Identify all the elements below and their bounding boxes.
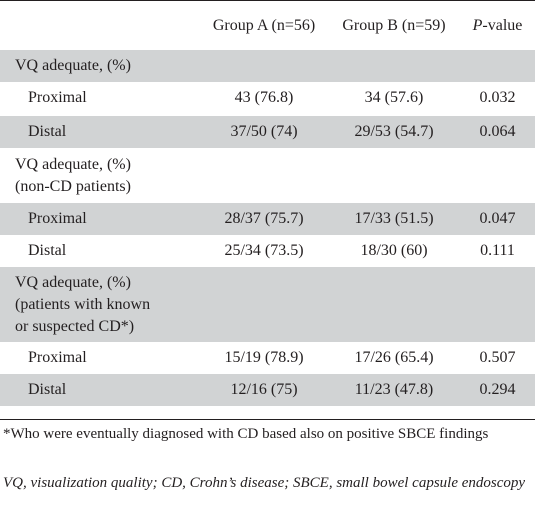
header-p-value: P-value (460, 1, 535, 50)
cell-group-b: 17/33 (51.5) (328, 203, 460, 235)
cell-group-b: 11/23 (47.8) (328, 374, 460, 406)
cell-group-a: 12/16 (75) (200, 374, 328, 406)
cell-group-a: 43 (76.8) (234, 89, 294, 106)
header-p-letter: P (472, 16, 483, 34)
row-label: Distal (28, 242, 67, 259)
cell-p-value: 0.032 (479, 89, 516, 106)
row-label: Proximal (28, 349, 87, 366)
table-row: Distal 37/50 (74) 29/53 (54.7) 0.064 (0, 114, 535, 148)
cell-group-a: 28/37 (75.7) (200, 203, 328, 235)
section-title: VQ adequate, (%) (non-CD patients) (0, 148, 535, 203)
header-p-suffix: -value (482, 16, 523, 34)
header-group-a: Group A (n=56) (212, 16, 316, 34)
section-title-line: (patients with known (15, 295, 151, 313)
table-row: Proximal 28/37 (75.7) 17/33 (51.5) 0.047 (0, 203, 535, 235)
top-rule (0, 0, 535, 1)
section-title-row: VQ adequate, (%) (0, 50, 535, 82)
bottom-rule (0, 419, 535, 420)
row-label: Proximal (0, 203, 200, 235)
section-title-row: VQ adequate, (%) (non-CD patients) (0, 148, 535, 203)
cell-p-value: 0.294 (460, 374, 535, 406)
cell-p-value: 0.064 (460, 114, 535, 148)
section-title-line: (non-CD patients) (15, 177, 131, 195)
row-label: Proximal (28, 89, 87, 106)
section-title: VQ adequate, (%) (patients with known or… (0, 267, 535, 342)
cell-p-value: 0.047 (460, 203, 535, 235)
table-row: Proximal 15/19 (78.9) 17/26 (65.4) 0.507 (0, 342, 535, 374)
cell-group-b: 29/53 (54.7) (328, 114, 460, 148)
cell-group-a: 37/50 (74) (200, 114, 328, 148)
table-row: Distal 12/16 (75) 11/23 (47.8) 0.294 (0, 374, 535, 406)
section-title: VQ adequate, (%) (0, 50, 535, 82)
cell-group-a: 25/34 (73.5) (224, 242, 304, 259)
cell-group-b: 18/30 (60) (360, 242, 428, 259)
footnote-asterisk: *Who were eventually diagnosed with CD b… (3, 426, 489, 442)
cell-p-value: 0.111 (480, 242, 515, 259)
table-row: Distal 25/34 (73.5) 18/30 (60) 0.111 (0, 235, 535, 267)
cell-group-a: 15/19 (78.9) (224, 349, 304, 366)
footnote-abbreviations: VQ, visualization quality; CD, Crohn’s d… (3, 475, 526, 491)
cell-group-b: 17/26 (65.4) (354, 349, 434, 366)
header-empty-cell (0, 1, 200, 50)
results-table: Group A (n=56) Group B (n=59) P-value VQ… (0, 1, 535, 406)
header-group-b: Group B (n=59) (342, 16, 446, 34)
row-label: Distal (0, 374, 200, 406)
row-label: Distal (0, 114, 200, 148)
header-row: Group A (n=56) Group B (n=59) P-value (0, 1, 535, 50)
table-row: Proximal 43 (76.8) 34 (57.6) 0.032 (0, 82, 535, 115)
section-title-line: VQ adequate, (%) (15, 155, 131, 173)
cell-group-b: 34 (57.6) (364, 89, 424, 106)
section-title-line: or suspected CD*) (15, 317, 135, 335)
section-title-row: VQ adequate, (%) (patients with known or… (0, 267, 535, 342)
cell-p-value: 0.507 (479, 349, 516, 366)
section-title-line: VQ adequate, (%) (15, 273, 131, 291)
